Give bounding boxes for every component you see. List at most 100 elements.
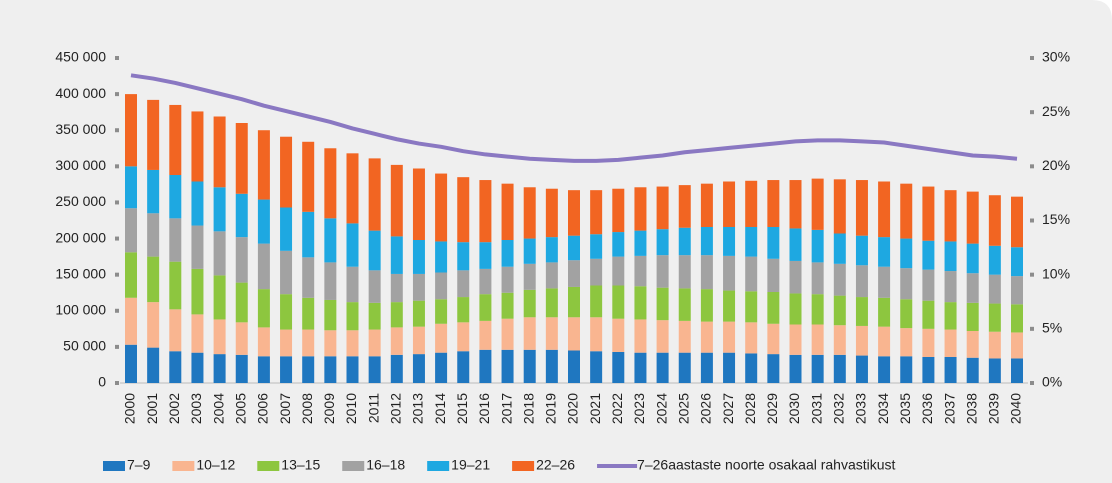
bar: [169, 309, 182, 352]
bar: [1011, 358, 1023, 383]
bar: [811, 229, 824, 263]
bar: [634, 187, 647, 231]
x-tick-label: 2000: [122, 393, 138, 424]
bar: [280, 136, 293, 208]
y-tick-mark: [115, 381, 119, 385]
legend-swatch: [512, 461, 535, 471]
bar: [634, 286, 647, 320]
bar: [545, 262, 558, 289]
bar: [745, 227, 758, 257]
bar: [745, 291, 758, 323]
bar: [390, 273, 403, 303]
y2-tick-mark: [1030, 164, 1034, 169]
x-tick-label: 2007: [277, 393, 293, 424]
bar: [723, 181, 736, 227]
legend-label: 22–26: [536, 457, 575, 473]
bar: [922, 328, 935, 357]
bar: [789, 228, 802, 261]
bar: [855, 265, 868, 298]
y2-tick-label: 15%: [1042, 211, 1070, 227]
bar: [900, 356, 913, 383]
bar: [944, 241, 957, 272]
x-tick-label: 2033: [853, 393, 869, 424]
bar: [324, 330, 337, 357]
bar: [612, 318, 625, 352]
bar: [435, 272, 448, 300]
bar: [966, 331, 979, 358]
bar: [811, 294, 824, 325]
bar: [412, 168, 425, 240]
bar: [125, 252, 137, 298]
x-tick-label: 2038: [963, 393, 979, 424]
bar: [147, 213, 160, 257]
bar: [302, 211, 315, 258]
x-tick-label: 2018: [520, 393, 536, 424]
bar: [302, 356, 315, 383]
bar: [944, 190, 957, 242]
bar: [789, 293, 802, 325]
line: [130, 73, 1018, 163]
y-tick-label: 0: [98, 374, 106, 390]
x-tick-label: 2014: [432, 393, 448, 424]
bar: [878, 181, 891, 238]
bar: [590, 190, 603, 235]
y2-tick-label: 30%: [1042, 49, 1070, 65]
bar: [125, 94, 137, 167]
bar: [390, 354, 403, 383]
bar: [191, 314, 204, 353]
y-tick-label: 250 000: [55, 193, 106, 209]
bar: [368, 356, 381, 383]
bar: [922, 269, 935, 301]
bar: [590, 317, 603, 352]
bar: [501, 292, 514, 319]
bar: [257, 289, 270, 328]
bar: [723, 227, 736, 256]
legend-swatch: [103, 461, 125, 471]
bar: [191, 225, 204, 269]
y-tick-label: 100 000: [55, 301, 106, 317]
bar: [390, 302, 403, 328]
bar: [435, 323, 448, 353]
y-tick-label: 350 000: [55, 121, 106, 137]
y2-tick-mark: [1030, 110, 1034, 115]
bar: [878, 297, 891, 327]
x-tick-label: 2008: [299, 393, 315, 424]
bar: [678, 255, 691, 289]
bar: [346, 223, 359, 267]
bar: [634, 255, 647, 287]
bar: [169, 351, 182, 383]
bar: [922, 300, 935, 329]
bar: [678, 288, 691, 321]
bar: [568, 190, 580, 236]
bar: [723, 352, 736, 383]
bar: [346, 153, 359, 224]
bar: [523, 317, 536, 350]
bar: [612, 256, 625, 286]
bar: [368, 329, 381, 357]
bar: [745, 256, 758, 292]
x-tick-label: 2029: [764, 393, 780, 424]
bar: [324, 262, 337, 300]
bar: [900, 268, 913, 300]
bar: [1011, 332, 1023, 359]
bar: [280, 250, 293, 295]
bar: [767, 227, 780, 259]
bar: [479, 268, 492, 295]
x-tick-label: 2013: [410, 393, 426, 424]
legend-swatch: [257, 461, 280, 471]
x-tick-label: 2015: [454, 393, 470, 424]
bar: [213, 275, 226, 320]
bar: [700, 183, 713, 227]
bar: [833, 295, 846, 326]
bar: [922, 357, 935, 383]
x-tick-label: 2023: [631, 393, 647, 424]
bar: [900, 299, 913, 329]
bar: [922, 186, 935, 241]
bar: [612, 351, 625, 383]
x-tick-label: 2010: [343, 393, 359, 424]
legend-swatch: [427, 461, 450, 471]
bar: [191, 268, 204, 315]
bar: [966, 273, 979, 303]
bar: [257, 199, 270, 244]
y2-tick-label: 25%: [1042, 103, 1070, 119]
